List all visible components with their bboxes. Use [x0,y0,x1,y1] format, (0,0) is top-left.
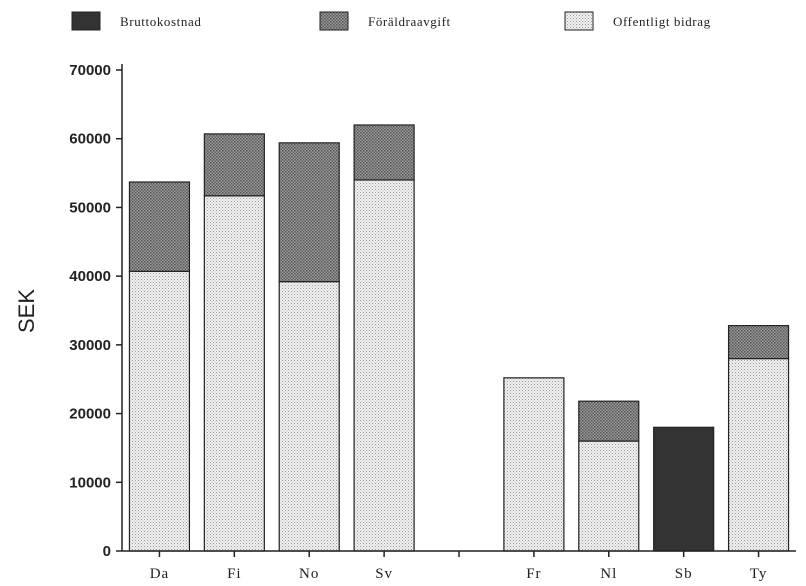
y-tick-label: 50000 [69,199,111,216]
bar-da-offentligt [128,270,191,552]
legend-swatch-brutto [71,11,101,31]
x-tick-label-sb: Sb [675,566,693,582]
bar-nl-offentligt [578,440,640,552]
bar-nl-foraldra [578,400,640,442]
bar-fi-foraldra [203,133,265,197]
bar-ty-offentligt [727,358,790,552]
x-tick-label-fr: Fr [526,566,541,582]
y-tick-label: 40000 [69,268,111,285]
legend-label-foraldra: Föräldraavgift [368,14,451,29]
y-tick-label: 60000 [69,131,111,148]
bar-sv-offentligt [353,179,415,552]
y-tick-label: 30000 [69,337,111,354]
legend-item-offentligt: Offentligt bidrag [564,11,711,31]
bar-ty-foraldra [727,325,790,360]
bar-fr-offentligt [503,377,565,552]
bar-fi-offentligt [203,195,265,552]
y-tick-label: 0 [103,543,111,560]
bar-sb-brutto [653,426,715,552]
x-tick-label-ty: Ty [750,566,768,582]
x-tick-label-no: No [299,566,319,582]
legend-label-brutto: Bruttokostnad [120,14,201,29]
bars [128,124,790,552]
bar-no-offentligt [278,281,340,552]
y-axis-title: SEK [14,289,39,333]
legend-item-foraldra: Föräldraavgift [319,11,451,31]
bar-no-foraldra [278,142,340,283]
y-tick-label: 20000 [69,406,111,423]
y-tick-label: 70000 [69,62,111,79]
x-tick-label-fi: Fi [227,566,242,582]
x-tick-label-nl: Nl [600,566,617,582]
legend-swatch-foraldra [319,11,349,31]
legend-label-offentligt: Offentligt bidrag [613,14,711,29]
x-axis: Da Fi No Sv Fr Nl Sb Ty [122,550,796,582]
legend-item-brutto: Bruttokostnad [71,11,201,31]
legend-swatch-offentligt [564,11,594,31]
bar-sv-foraldra [353,124,415,181]
y-axis: 0 10000 20000 30000 40000 50000 60000 70000 [69,62,123,560]
y-tick-label: 10000 [69,474,111,491]
bar-da-foraldra [128,181,191,272]
x-tick-label-sv: Sv [375,566,393,582]
legend: Bruttokostnad Föräldraavgift Offentligt bi… [71,11,711,31]
x-tick-label-da: Da [150,566,170,582]
